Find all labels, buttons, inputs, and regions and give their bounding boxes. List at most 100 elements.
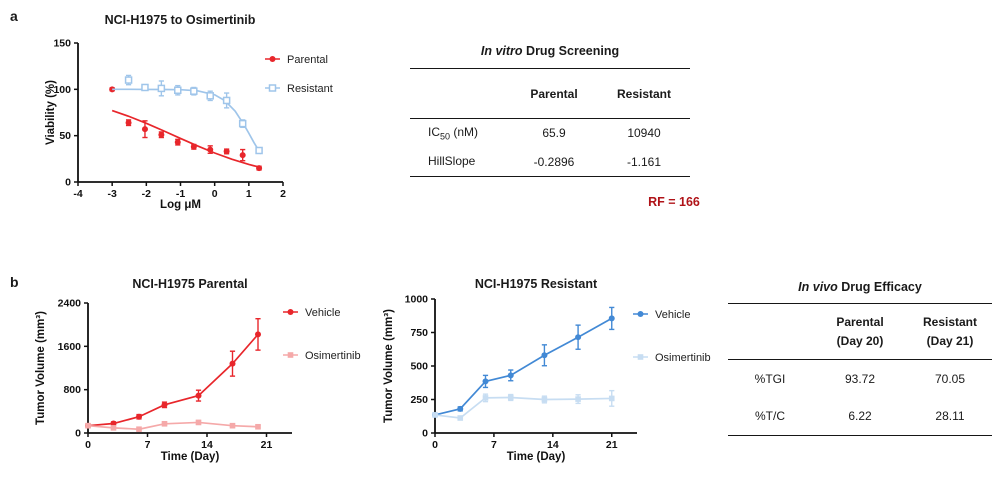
tumor-parental-chart-title: NCI-H1975 Parental <box>132 277 248 291</box>
svg-text:21: 21 <box>606 439 618 451</box>
svg-text:-1: -1 <box>176 188 185 200</box>
svg-text:21: 21 <box>261 439 273 451</box>
invivo-header-row: Parental (Day 20) Resistant (Day 21) <box>728 304 992 360</box>
series-vehicle <box>432 306 615 418</box>
invivo-table-title-rest: Drug Efficacy <box>837 280 922 294</box>
invivo-header-resistant: Resistant (Day 21) <box>908 304 992 360</box>
legend-item-vehicle: Vehicle <box>633 309 690 321</box>
invivo-header-resistant-line2: (Day 21) <box>926 334 974 348</box>
x-axis-label: Log μM <box>160 199 201 211</box>
svg-text:150: 150 <box>53 38 71 50</box>
invitro-header-resistant: Resistant <box>616 86 672 101</box>
invitro-table: Parental Resistant IC50 (nM) 65.9 10940 … <box>410 68 690 177</box>
svg-text:7: 7 <box>491 439 497 451</box>
panel-a-label: a <box>10 8 18 24</box>
svg-text:Vehicle: Vehicle <box>305 307 340 319</box>
invitro-header-parental: Parental <box>530 86 578 101</box>
axes: 0 7 14 21 0 250 500 750 1000 Time (Day) Tumor Volu… <box>383 294 637 463</box>
table-row: %T/C 6.22 28.11 <box>728 398 992 436</box>
svg-text:0: 0 <box>432 439 438 451</box>
svg-text:-3: -3 <box>107 188 116 200</box>
hillslope-row-label: HillSlope <box>410 148 510 177</box>
svg-text:0: 0 <box>422 428 428 440</box>
svg-text:Vehicle: Vehicle <box>655 309 690 321</box>
legend-item-osimertinib: Osimertinib <box>283 350 361 362</box>
invitro-table-title-rest: Drug Screening <box>522 44 620 58</box>
legend-item-osimertinib: Osimertinib <box>633 352 711 364</box>
panel-b-label: b <box>10 274 19 290</box>
tgi-parental-value: 93.72 <box>844 371 876 386</box>
tc-row-label: %T/C <box>755 409 785 424</box>
series-vehicle <box>85 318 261 429</box>
svg-text:Osimertinib: Osimertinib <box>305 350 361 362</box>
svg-text:0: 0 <box>75 428 81 440</box>
legend: Vehicle Osimertinib <box>633 309 711 364</box>
ic50-label-post: (nM) <box>450 125 479 140</box>
svg-text:7: 7 <box>145 439 151 451</box>
rf-note: RF = 166 <box>648 195 700 209</box>
tumor-resistant-chart: 0 7 14 21 0 250 500 750 1000 Time (Day) Tumor Volu… <box>383 294 711 464</box>
tumor-resistant-chart-title: NCI-H1975 Resistant <box>474 277 598 291</box>
svg-text:250: 250 <box>410 394 428 406</box>
svg-text:750: 750 <box>410 327 428 339</box>
svg-text:0: 0 <box>85 439 91 451</box>
invivo-header-parental-line2: (Day 20) <box>836 334 884 348</box>
svg-text:100: 100 <box>53 84 71 96</box>
invivo-header-resistant-line1: Resistant <box>922 315 978 329</box>
legend: Parental Resistant <box>265 54 333 95</box>
table-row: IC50 (nM) 65.9 10940 <box>410 119 690 148</box>
y-axis-label: Tumor Volume (mm³) <box>383 309 395 423</box>
ic50-row-label: IC50 (nM) <box>410 119 510 148</box>
axes: -4 -3 -2 -1 0 1 2 0 50 100 150 Log μM Viability (%) <box>45 38 286 212</box>
invitro-header-row: Parental Resistant <box>410 69 690 119</box>
svg-text:Parental: Parental <box>287 54 328 66</box>
invitro-table-title-italic: In vitro <box>480 44 523 58</box>
invitro-table-title: In vitro Drug Screening <box>410 44 690 58</box>
invivo-header-parental: Parental (Day 20) <box>812 304 908 360</box>
svg-text:0: 0 <box>212 188 218 200</box>
x-axis-label: Time (Day) <box>161 451 220 463</box>
legend-item-parental: Parental <box>265 54 328 66</box>
svg-text:800: 800 <box>63 384 81 396</box>
invivo-table-title: In vivo Drug Efficacy <box>728 280 992 294</box>
svg-text:2: 2 <box>280 188 286 200</box>
tc-resistant-value: 28.11 <box>935 409 965 424</box>
ic50-label-pre: IC <box>428 125 440 140</box>
tgi-row-label: %TGI <box>754 371 786 386</box>
series-osimertinib <box>432 389 615 421</box>
svg-text:1600: 1600 <box>58 341 82 353</box>
svg-text:50: 50 <box>59 130 71 142</box>
svg-text:14: 14 <box>547 439 559 451</box>
series-parental <box>109 86 263 172</box>
invitro-header-empty <box>410 69 510 119</box>
tgi-resistant-value: 70.05 <box>934 371 966 386</box>
svg-text:-2: -2 <box>142 188 151 200</box>
svg-text:2400: 2400 <box>58 298 82 310</box>
invivo-header-parental-line1: Parental <box>836 315 884 329</box>
svg-text:14: 14 <box>201 439 213 451</box>
ic50-parental-value: 65.9 <box>542 126 566 141</box>
table-row: %TGI 93.72 70.05 <box>728 360 992 398</box>
dose-response-chart: -4 -3 -2 -1 0 1 2 0 50 100 150 Log μM Viability (%) P… <box>45 38 333 212</box>
invivo-header-empty <box>728 304 812 360</box>
hillslope-parental-value: -0.2896 <box>533 154 575 169</box>
dose-response-chart-title: NCI-H1975 to Osimertinib <box>104 13 256 27</box>
tc-parental-value: 6.22 <box>848 409 872 424</box>
y-axis-label: Tumor Volume (mm³) <box>35 311 47 425</box>
legend: Vehicle Osimertinib <box>283 307 361 362</box>
series-osimertinib <box>85 419 261 433</box>
ic50-label-sub: 50 <box>440 131 451 142</box>
hillslope-resistant-value: -1.161 <box>626 154 662 169</box>
table-row: HillSlope -0.2896 -1.161 <box>410 148 690 177</box>
svg-text:1: 1 <box>246 188 252 200</box>
hillslope-label-pre: HillSlope <box>428 153 476 168</box>
svg-text:0: 0 <box>65 177 71 189</box>
svg-text:500: 500 <box>410 361 428 373</box>
axes: 0 7 14 21 0 800 1600 2400 Time (Day) Tumor Volume… <box>35 298 292 463</box>
series-resistant <box>112 74 263 155</box>
legend-item-resistant: Resistant <box>265 83 333 95</box>
x-axis-label: Time (Day) <box>507 451 566 463</box>
legend-item-vehicle: Vehicle <box>283 307 340 319</box>
invivo-table-title-italic: In vivo <box>798 280 838 294</box>
